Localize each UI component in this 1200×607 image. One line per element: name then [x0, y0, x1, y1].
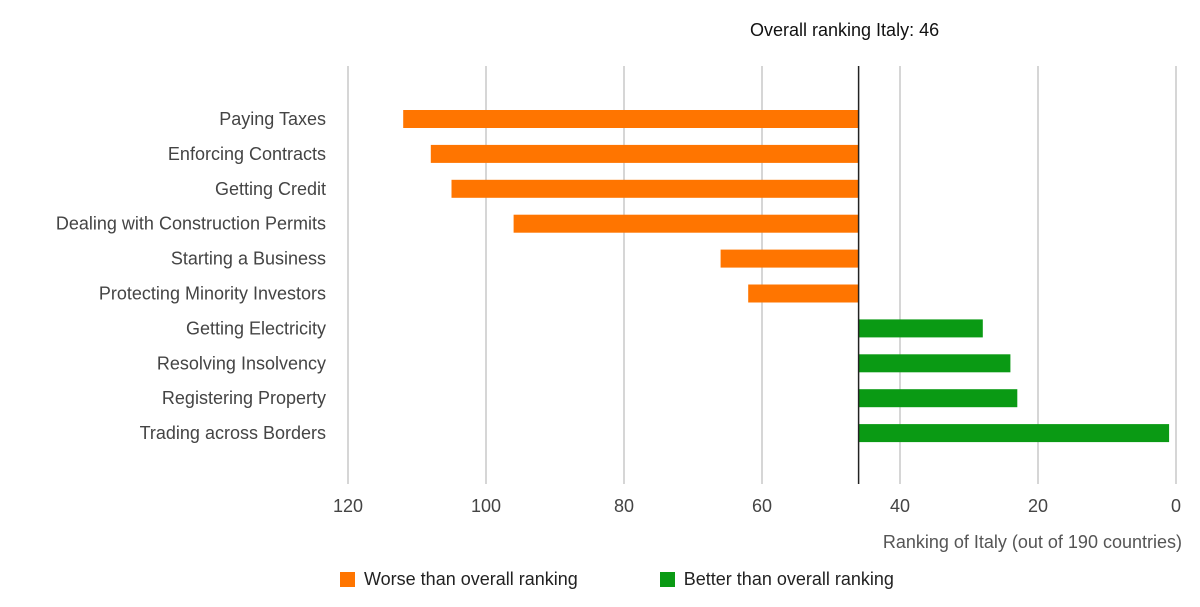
bar: [858, 389, 1018, 408]
bar: [513, 214, 859, 233]
x-tick-label: 120: [333, 496, 363, 516]
x-tick-label: 80: [614, 496, 634, 516]
legend-label-better: Better than overall ranking: [683, 569, 894, 589]
x-tick-label: 0: [1171, 496, 1181, 516]
category-label: Trading across Borders: [140, 423, 326, 443]
category-label: Registering Property: [162, 388, 326, 408]
category-label: Resolving Insolvency: [157, 353, 326, 373]
bar: [430, 144, 859, 163]
legend-item-better: Better than overall ranking: [659, 569, 894, 590]
bar: [720, 249, 859, 268]
x-axis-title: Ranking of Italy (out of 190 countries): [883, 532, 1182, 552]
x-tick-label: 100: [471, 496, 501, 516]
category-label: Paying Taxes: [219, 109, 326, 129]
category-label: Enforcing Contracts: [168, 144, 326, 164]
x-tick-label: 60: [752, 496, 772, 516]
category-label: Getting Credit: [215, 179, 326, 199]
x-tick-label: 20: [1028, 496, 1048, 516]
category-label: Getting Electricity: [186, 318, 326, 338]
legend-label-worse: Worse than overall ranking: [364, 569, 578, 589]
bar: [858, 319, 983, 338]
bar: [858, 424, 1170, 443]
category-label: Protecting Minority Investors: [99, 284, 326, 304]
gridlines: [347, 66, 1177, 484]
bar: [858, 354, 1011, 373]
category-label: Dealing with Construction Permits: [56, 214, 326, 234]
legend-item-worse: Worse than overall ranking: [340, 569, 578, 590]
legend-swatch-worse: [340, 572, 355, 587]
legend-swatch-better: [659, 572, 675, 587]
x-tick-label: 40: [890, 496, 910, 516]
bar: [748, 284, 859, 303]
reference-line-label: Overall ranking Italy: 46: [750, 20, 939, 40]
ranking-chart: Overall ranking Italy: 46 Paying Taxes En…: [56, 20, 1182, 552]
bars: [403, 110, 1170, 443]
x-tick-labels: 120 100 80 60 40 20 0: [333, 496, 1181, 516]
category-label: Starting a Business: [171, 249, 326, 269]
bar: [403, 110, 859, 128]
category-labels: Paying Taxes Enforcing Contracts Getting C…: [56, 109, 326, 443]
legend: Worse than overall ranking Better than o…: [340, 569, 894, 590]
bar: [451, 179, 859, 198]
